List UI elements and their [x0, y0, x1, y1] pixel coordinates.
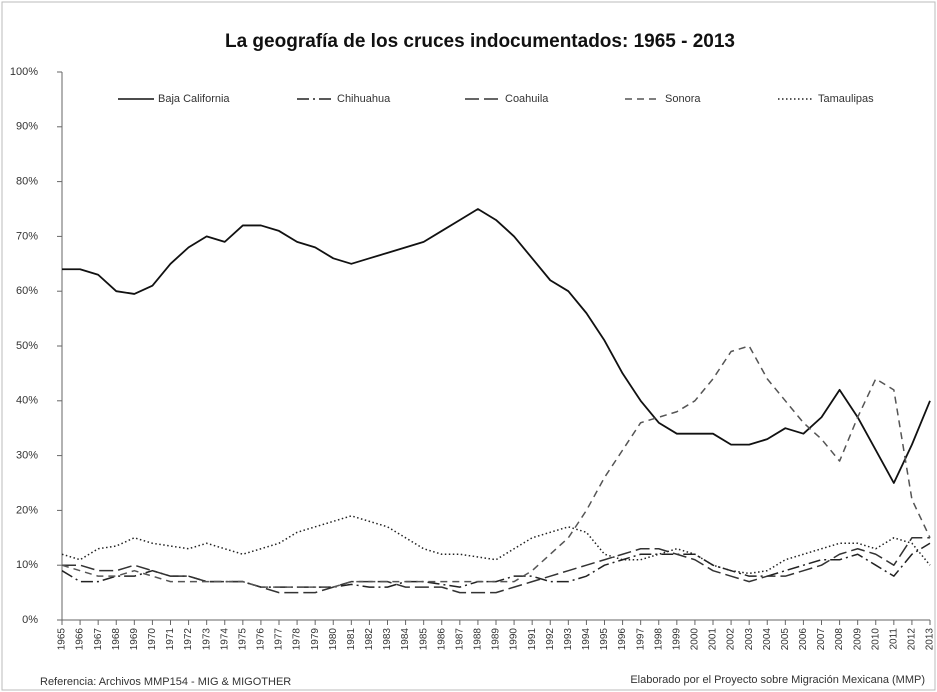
x-tick-label: 1992 [545, 628, 556, 651]
x-tick-label: 1984 [400, 628, 411, 651]
y-tick-label: 60% [16, 285, 38, 297]
y-tick-label: 70% [16, 230, 38, 242]
x-tick-label: 1967 [93, 628, 104, 651]
x-tick-label: 1990 [509, 628, 520, 651]
y-tick-label: 40% [16, 395, 38, 407]
x-tick-label: 2007 [816, 628, 827, 651]
x-tick-label: 1974 [219, 628, 230, 651]
x-tick-label: 1969 [129, 628, 140, 651]
x-tick-label: 1979 [310, 628, 321, 651]
legend-label: Baja California [158, 93, 230, 105]
x-tick-label: 1981 [346, 628, 357, 651]
x-tick-label: 2008 [834, 628, 845, 651]
y-tick-label: 30% [16, 450, 38, 462]
x-tick-label: 1980 [328, 628, 339, 651]
x-tick-label: 2001 [708, 628, 719, 651]
footer-left: Referencia: Archivos MMP154 - MIG & MIGO… [40, 676, 291, 688]
x-tick-label: 1965 [57, 628, 68, 651]
series-line [61, 515, 931, 575]
x-tick-label: 2009 [852, 628, 863, 651]
x-tick-label: 1989 [491, 628, 502, 651]
y-tick-label: 80% [16, 176, 38, 188]
series-line [62, 537, 930, 594]
y-tick-label: 10% [16, 559, 38, 571]
x-tick-label: 2003 [744, 628, 755, 651]
legend-label: Chihuahua [337, 93, 391, 105]
x-tick-label: 2010 [870, 628, 881, 651]
chart-title: La geografía de los cruces indocumentado… [225, 31, 735, 52]
series-line [61, 345, 931, 588]
x-tick-label: 2005 [780, 628, 791, 651]
x-tick-label: 1988 [473, 628, 484, 651]
legend-label: Coahuila [505, 93, 549, 105]
x-tick-label: 1994 [581, 628, 592, 651]
legend-label: Tamaulipas [818, 93, 874, 105]
x-tick-label: 2004 [762, 628, 773, 651]
x-tick-label: 1991 [527, 628, 538, 651]
x-tick-label: 1966 [75, 628, 86, 651]
footer-right: Elaborado por el Proyecto sobre Migració… [630, 674, 925, 686]
x-tick-label: 1995 [599, 628, 610, 651]
x-tick-label: 1968 [111, 628, 122, 651]
x-tick-label: 1977 [274, 628, 285, 651]
x-tick-label: 2006 [798, 628, 809, 651]
series-line [62, 208, 931, 484]
x-tick-label: 1983 [382, 628, 393, 651]
series-line [61, 542, 931, 588]
x-tick-label: 1993 [563, 628, 574, 651]
x-tick-label: 1987 [454, 628, 465, 651]
x-tick-label: 1996 [617, 628, 628, 651]
y-tick-label: 20% [16, 504, 38, 516]
x-tick-label: 1975 [237, 628, 248, 651]
x-tick-label: 2011 [888, 628, 899, 650]
x-tick-label: 1999 [671, 628, 682, 651]
x-tick-label: 1978 [292, 628, 303, 651]
x-tick-label: 2013 [925, 628, 936, 651]
x-tick-label: 1997 [635, 628, 646, 651]
x-tick-label: 1973 [201, 628, 212, 651]
x-tick-label: 1971 [165, 628, 176, 651]
y-tick-label: 50% [16, 340, 38, 352]
x-tick-label: 2012 [907, 628, 918, 651]
x-tick-label: 2000 [690, 628, 701, 651]
x-tick-label: 1986 [436, 628, 447, 651]
y-tick-label: 90% [16, 121, 38, 133]
x-tick-label: 1998 [653, 628, 664, 651]
x-tick-label: 1985 [418, 628, 429, 651]
legend-label: Sonora [665, 93, 701, 105]
x-tick-label: 1970 [147, 628, 158, 651]
y-tick-label: 0% [22, 614, 38, 626]
x-tick-label: 1982 [364, 628, 375, 651]
x-tick-label: 1972 [183, 628, 194, 651]
y-tick-label: 100% [10, 66, 38, 78]
x-tick-label: 2002 [726, 628, 737, 651]
x-tick-label: 1976 [256, 628, 267, 651]
